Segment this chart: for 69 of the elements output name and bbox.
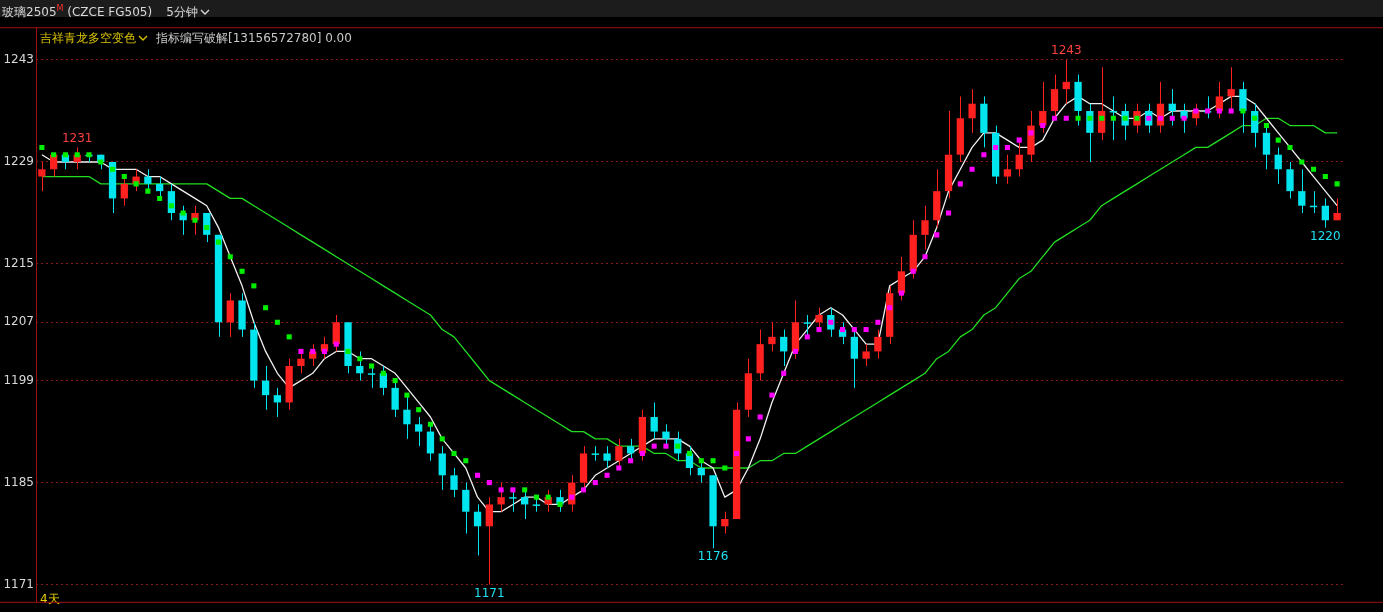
candlestick	[1321, 197, 1329, 229]
candlestick	[144, 168, 152, 192]
candlestick	[1062, 59, 1070, 105]
candlestick	[850, 329, 858, 389]
candlestick	[1286, 161, 1294, 199]
candlestick	[1227, 66, 1235, 112]
candlestick	[261, 365, 270, 411]
candlestick	[603, 445, 611, 469]
candlestick	[803, 314, 811, 338]
candlestick	[297, 350, 305, 374]
candlestick	[226, 292, 234, 338]
candlestick	[1298, 168, 1306, 214]
candlestick	[1239, 81, 1247, 134]
candlestick	[1168, 88, 1176, 127]
candlestick	[485, 496, 493, 586]
annotation: 1231	[61, 130, 93, 145]
candlestick	[391, 380, 399, 418]
candlestick	[768, 321, 776, 352]
annotation: 1176	[697, 549, 729, 564]
candlestick	[438, 445, 446, 491]
candlestick	[650, 401, 658, 440]
y-tick-label: 1171	[3, 576, 34, 591]
candlestick	[426, 423, 435, 462]
candlestick	[497, 482, 505, 513]
candlestick	[367, 365, 376, 389]
chart-subtitle: 5分钟	[166, 5, 199, 19]
x-axis-title: 4天	[40, 591, 60, 608]
annotation: 1220	[1310, 228, 1341, 243]
annotation: 1243	[1051, 43, 1082, 58]
candlestick	[897, 256, 906, 301]
candlestick	[521, 489, 529, 520]
candlestick	[1262, 125, 1271, 170]
annotation: 吉祥青龙多空变色	[40, 31, 136, 45]
candlestick	[38, 161, 46, 192]
candlestick	[862, 343, 870, 367]
candlestick	[921, 205, 929, 250]
candlestick	[120, 176, 128, 207]
candlestick	[356, 350, 364, 382]
y-tick-label: 1185	[3, 474, 34, 489]
annotation: 1171	[474, 585, 505, 600]
candlestick	[721, 511, 729, 535]
candlestick	[874, 329, 882, 360]
candlestick	[509, 489, 517, 513]
y-tick-label: 1207	[3, 314, 34, 329]
candlestick	[780, 329, 788, 367]
candlestick	[1050, 74, 1059, 119]
annotation: 指标编写破解[13156572780] 0.00	[156, 31, 352, 45]
candlestick	[662, 423, 670, 447]
chart-title: 玻璃2505$^{M}$ (CZCE FG505)	[2, 4, 153, 19]
candlestick	[403, 394, 411, 440]
y-tick-label: 1229	[3, 154, 34, 169]
candlestick	[473, 503, 482, 556]
candlestick	[273, 387, 282, 418]
y-tick-label: 1243	[3, 52, 34, 67]
candlestick	[155, 176, 164, 199]
candlestick	[332, 314, 340, 352]
candlestick	[815, 307, 823, 331]
candlestick	[415, 416, 423, 447]
candlestick	[615, 438, 623, 469]
candlestick	[462, 482, 470, 535]
candlestick	[1274, 146, 1282, 185]
candlestick	[697, 460, 705, 484]
y-tick-label: 1215	[3, 256, 34, 271]
candlestick	[1003, 154, 1012, 185]
y-tick-label: 1199	[3, 372, 34, 387]
candlestick	[1015, 139, 1023, 178]
candlestick	[450, 467, 458, 498]
candlestick	[626, 438, 635, 462]
candlestick	[968, 88, 976, 134]
